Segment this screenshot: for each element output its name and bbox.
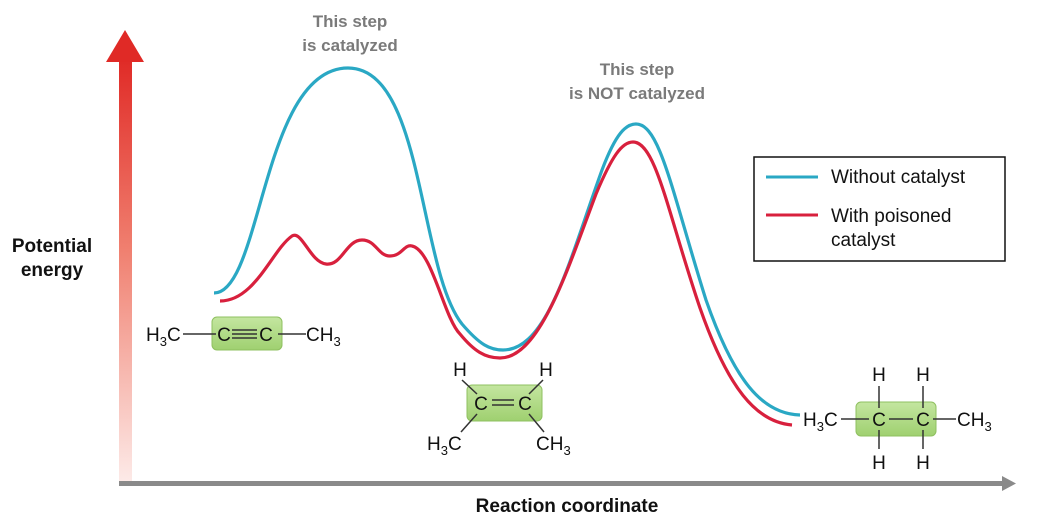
molecule-alkyne: H3C C C CH3 bbox=[146, 316, 341, 351]
x-axis bbox=[119, 476, 1016, 491]
alkane-h-bot2: H bbox=[916, 453, 930, 474]
step2-annotation-line2: is NOT catalyzed bbox=[569, 84, 705, 103]
alkene-h-left: H bbox=[453, 360, 467, 381]
alkene-atom1: C bbox=[474, 394, 488, 415]
curve-without-catalyst bbox=[213, 66, 801, 417]
alkene-me-right: CH3 bbox=[536, 434, 571, 458]
legend-label-without: Without catalyst bbox=[831, 167, 966, 188]
alkyne-left-group: H3C bbox=[146, 325, 181, 349]
alkane-h-top1: H bbox=[872, 365, 886, 386]
alkyne-atom2: C bbox=[259, 325, 273, 346]
legend-label-with-line1: With poisoned bbox=[831, 206, 951, 227]
molecule-alkene: H H C C H3C CH3 bbox=[427, 360, 571, 458]
step1-annotation-line2: is catalyzed bbox=[302, 36, 397, 55]
alkene-h-right: H bbox=[539, 360, 553, 381]
alkane-h-bot1: H bbox=[872, 453, 886, 474]
alkane-right-group: CH3 bbox=[957, 410, 992, 434]
y-axis bbox=[106, 30, 144, 486]
x-axis-shaft bbox=[119, 481, 1004, 486]
legend-label-with-line2: catalyst bbox=[831, 230, 896, 251]
curve-with-poisoned-catalyst bbox=[219, 140, 793, 427]
y-axis-label-line2: energy bbox=[21, 260, 84, 281]
alkane-atom2: C bbox=[916, 410, 930, 431]
alkyne-atom1: C bbox=[217, 325, 231, 346]
alkane-left-group: H3C bbox=[803, 410, 838, 434]
alkyne-right-group: CH3 bbox=[306, 325, 341, 349]
alkane-atom1: C bbox=[872, 410, 886, 431]
alkene-highlight bbox=[466, 384, 543, 422]
y-axis-shaft bbox=[119, 58, 132, 486]
molecule-alkane: H3C C C CH3 H H H H bbox=[803, 365, 992, 474]
step2-annotation-line1: This step bbox=[600, 60, 675, 79]
x-axis-arrowhead bbox=[1002, 476, 1016, 491]
legend: Without catalyst With poisoned catalyst bbox=[753, 156, 1006, 262]
y-axis-label-line1: Potential bbox=[12, 236, 92, 257]
alkane-h-top2: H bbox=[916, 365, 930, 386]
alkene-atom2: C bbox=[518, 394, 532, 415]
legend-box bbox=[753, 156, 1006, 262]
y-axis-arrowhead bbox=[106, 30, 144, 62]
x-axis-label: Reaction coordinate bbox=[476, 496, 659, 517]
step1-annotation-line1: This step bbox=[313, 12, 388, 31]
alkene-me-left: H3C bbox=[427, 434, 462, 458]
